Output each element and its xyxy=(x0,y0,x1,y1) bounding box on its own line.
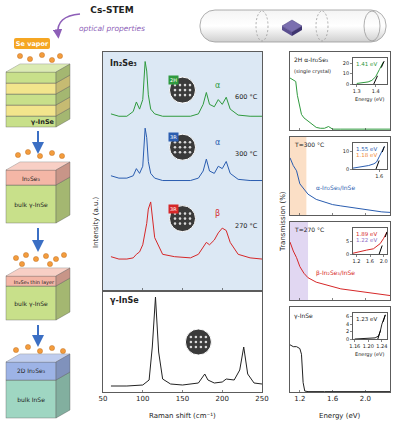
svg-text:1.3: 1.3 xyxy=(353,88,361,94)
svg-text:0: 0 xyxy=(346,251,349,257)
svg-text:2.0: 2.0 xyxy=(360,395,371,403)
svg-text:1.6: 1.6 xyxy=(327,395,339,403)
svg-text:optical properties: optical properties xyxy=(79,24,145,33)
svg-text:T=270 °C: T=270 °C xyxy=(294,226,324,233)
svg-text:Transmission (%): Transmission (%) xyxy=(279,191,287,252)
svg-text:α-In₂Se₃/InSe: α-In₂Se₃/InSe xyxy=(316,184,355,191)
svg-text:β-In₂Se₃/InSe: β-In₂Se₃/InSe xyxy=(316,269,355,277)
svg-text:(single crystal): (single crystal) xyxy=(294,68,331,75)
svg-text:bulk γ-InSe: bulk γ-InSe xyxy=(14,201,48,209)
svg-text:270 °C: 270 °C xyxy=(235,222,258,230)
svg-text:2H: 2H xyxy=(170,77,177,83)
svg-text:4: 4 xyxy=(346,321,349,327)
svg-text:10: 10 xyxy=(343,148,349,154)
svg-text:Raman shift (cm⁻¹): Raman shift (cm⁻¹) xyxy=(149,412,216,420)
svg-text:In₂Se₃: In₂Se₃ xyxy=(110,59,137,68)
svg-text:1.41 eV: 1.41 eV xyxy=(356,61,377,67)
svg-text:1.2: 1.2 xyxy=(294,395,305,403)
svg-text:1.16: 1.16 xyxy=(349,343,360,349)
svg-text:2.0: 2.0 xyxy=(380,258,388,264)
svg-text:1.24: 1.24 xyxy=(376,343,387,349)
svg-text:γ-InSe: γ-InSe xyxy=(294,312,313,320)
svg-text:6: 6 xyxy=(346,313,349,319)
svg-text:bulk InSe: bulk InSe xyxy=(17,396,45,403)
svg-text:0: 0 xyxy=(346,336,349,342)
svg-text:γ-InSe: γ-InSe xyxy=(110,296,139,305)
svg-text:600 °C: 600 °C xyxy=(235,93,258,101)
svg-text:5: 5 xyxy=(346,238,349,244)
svg-text:2H α-In₂Se₃: 2H α-In₂Se₃ xyxy=(294,56,329,63)
svg-text:200: 200 xyxy=(216,395,229,403)
svg-text:1.18 eV: 1.18 eV xyxy=(356,152,377,158)
svg-text:Se vapor: Se vapor xyxy=(16,40,49,48)
svg-text:bulk γ-InSe: bulk γ-InSe xyxy=(14,300,48,308)
svg-text:T=300 °C: T=300 °C xyxy=(294,141,324,148)
svg-text:1.22 eV: 1.22 eV xyxy=(356,237,377,243)
svg-text:100: 100 xyxy=(136,395,149,403)
svg-text:1.6: 1.6 xyxy=(375,173,383,179)
svg-text:1.23 eV: 1.23 eV xyxy=(356,316,377,322)
svg-text:300 °C: 300 °C xyxy=(235,150,258,158)
svg-text:250: 250 xyxy=(255,395,268,403)
svg-text:2D In₂Se₃: 2D In₂Se₃ xyxy=(17,367,46,374)
svg-text:Energy (eV): Energy (eV) xyxy=(319,412,361,420)
svg-text:2: 2 xyxy=(346,328,349,334)
svg-text:0: 0 xyxy=(346,81,349,87)
svg-text:3R: 3R xyxy=(170,134,177,140)
svg-text:α: α xyxy=(215,81,220,90)
svg-text:1.6: 1.6 xyxy=(366,258,374,264)
svg-text:Energy (eV): Energy (eV) xyxy=(355,351,385,358)
svg-text:1.55 eV: 1.55 eV xyxy=(356,146,377,152)
svg-text:150: 150 xyxy=(176,395,189,403)
svg-text:1.4: 1.4 xyxy=(372,88,380,94)
svg-text:0: 0 xyxy=(346,166,349,172)
svg-text:50: 50 xyxy=(99,395,108,403)
svg-text:γ-InSe: γ-InSe xyxy=(31,118,55,126)
svg-text:Intensity (a.u.): Intensity (a.u.) xyxy=(92,196,100,248)
svg-text:Energy (eV): Energy (eV) xyxy=(355,96,385,103)
svg-text:20: 20 xyxy=(343,60,349,66)
svg-text:1.20: 1.20 xyxy=(363,343,374,349)
svg-text:1.89 eV: 1.89 eV xyxy=(356,231,377,237)
svg-text:In₂Se₃: In₂Se₃ xyxy=(22,175,40,182)
svg-text:In₂Se₃ thin layer: In₂Se₃ thin layer xyxy=(14,279,55,286)
svg-text:β: β xyxy=(215,209,220,218)
svg-text:3R: 3R xyxy=(170,206,177,212)
svg-text:Cs-STEM: Cs-STEM xyxy=(90,5,133,15)
svg-text:α: α xyxy=(215,138,220,147)
svg-text:1.2: 1.2 xyxy=(352,258,360,264)
svg-text:10: 10 xyxy=(343,70,349,76)
